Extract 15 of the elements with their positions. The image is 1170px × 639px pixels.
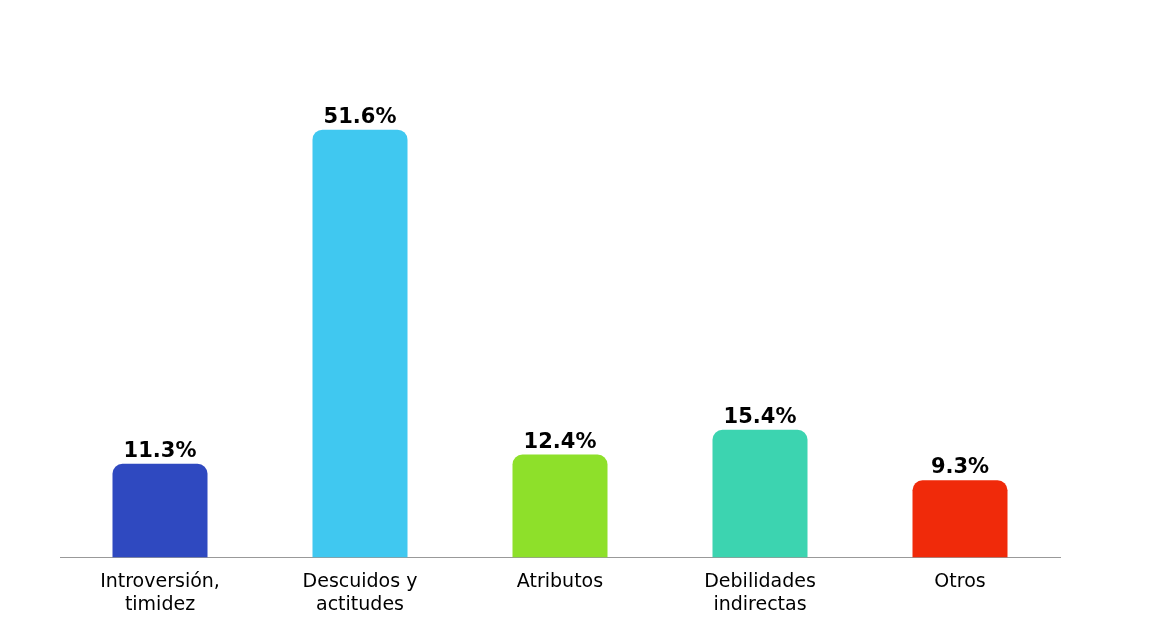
- data-label: 15.4%: [723, 403, 797, 428]
- data-label: 9.3%: [930, 454, 990, 479]
- x-tick-label: Otros: [934, 568, 986, 591]
- bar: [312, 129, 408, 558]
- x-tick-label: Descuidos y actitudes: [302, 568, 418, 614]
- x-tick-label: Debilidades indirectas: [704, 568, 816, 614]
- x-tick-label: Atributos: [516, 568, 604, 591]
- data-label: 51.6%: [323, 103, 397, 128]
- data-label: 11.3%: [123, 437, 197, 462]
- bar: [712, 429, 808, 558]
- bar: [512, 454, 608, 558]
- bar: [112, 463, 208, 558]
- bar: [912, 480, 1008, 558]
- x-tick-label: Introversión, timidez: [100, 568, 220, 614]
- data-label: 12.4%: [523, 428, 597, 453]
